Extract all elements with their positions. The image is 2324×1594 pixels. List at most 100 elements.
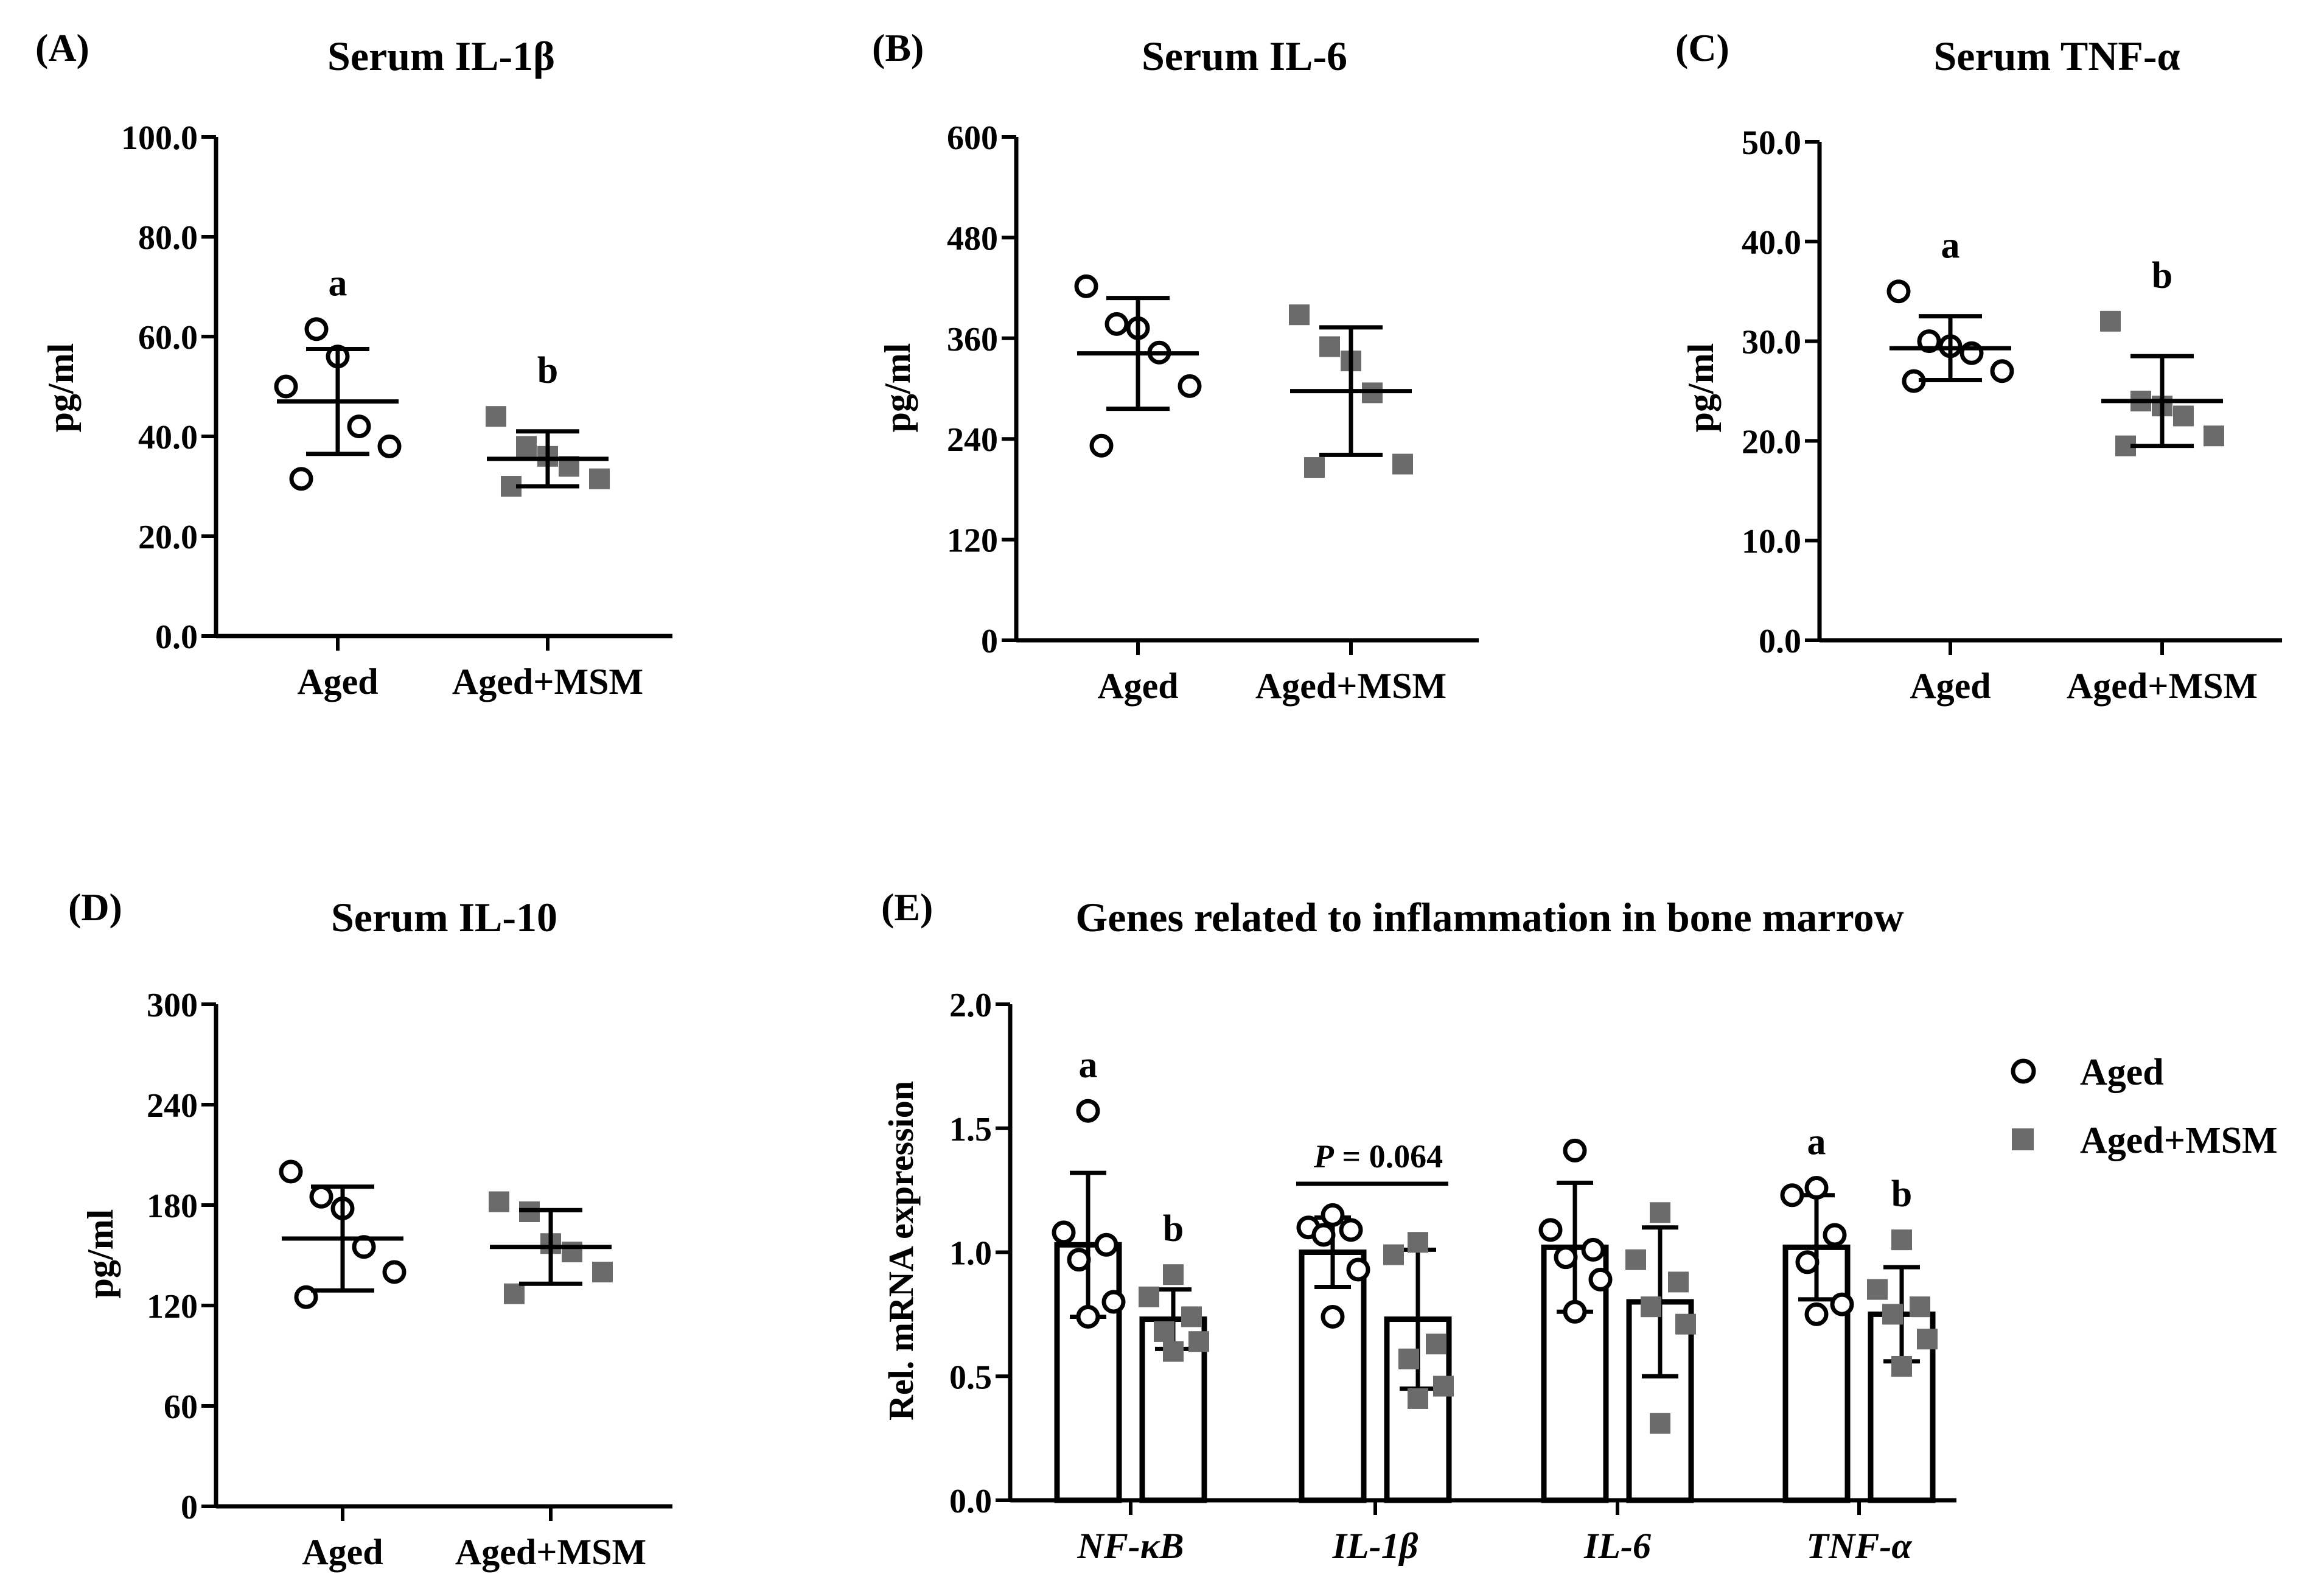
panel-e-sig-letter: a: [1807, 1122, 1826, 1163]
panel-e-x-tick-label: NF-κB: [1077, 1526, 1184, 1566]
panel-d-title: Serum IL-10: [331, 894, 557, 940]
panel-d-y-tick-label: 120: [147, 1288, 198, 1326]
panel-d: (D) Serum IL-10 pg/ml 0 60 120 180 240 300 Age…: [68, 886, 672, 1572]
panel-e-point-msm: [1891, 1229, 1912, 1251]
panel-e-point-aged: [1052, 1220, 1076, 1245]
panel-e-point-msm: [1383, 1244, 1404, 1265]
panel-a-title: Serum IL-1β: [327, 33, 555, 79]
panel-d-y-tick-label: 0: [181, 1489, 198, 1526]
panel-d-point-aged: [279, 1159, 303, 1184]
panel-b-point-aged: [1178, 374, 1202, 398]
panel-b-ylabel: pg/ml: [878, 343, 918, 433]
panel-e-point-msm: [1891, 1355, 1912, 1377]
panel-e-point-aged: [1563, 1138, 1587, 1162]
panel-d-y-tick-label: 60: [164, 1388, 198, 1426]
panel-a-x-tick-label: Aged: [297, 662, 378, 702]
panel-e-point-msm: [1910, 1296, 1930, 1318]
panel-c-sig-letter: a: [1941, 225, 1960, 267]
panel-e-point-msm: [1408, 1388, 1428, 1409]
legend-aged-label: Aged: [2080, 1052, 2164, 1093]
panel-c-point-msm: [2100, 310, 2121, 332]
panel-c-letter: (C): [1675, 26, 1729, 69]
panel-d-y-tick-label: 240: [147, 1087, 198, 1125]
panel-a-point-msm: [589, 468, 610, 489]
p-value-symbol: P: [1313, 1138, 1335, 1175]
panel-b-point-msm: [1304, 457, 1325, 478]
panel-e-point-msm: [1650, 1413, 1670, 1434]
panel-b-y-tick-label: 0: [981, 623, 998, 660]
panel-e-point-msm: [1408, 1232, 1428, 1253]
panel-e-point-aged: [1346, 1257, 1370, 1282]
panel-c-y-tick-label: 0.0: [1759, 623, 1801, 660]
panel-e-point-msm: [1188, 1331, 1209, 1352]
panel-e-point-msm: [1181, 1306, 1202, 1327]
panel-c-sig-letter: b: [2152, 255, 2172, 296]
panel-a-x-tick-label: Aged+MSM: [452, 662, 643, 702]
legend: Aged Aged+MSM: [2011, 1052, 2278, 1161]
panel-d-point-msm: [562, 1242, 582, 1262]
panel-c-title: Serum TNF-α: [1933, 33, 2180, 79]
panel-e-point-msm: [1163, 1264, 1184, 1285]
panel-b-x-tick-label: Aged+MSM: [1255, 666, 1446, 706]
panel-b-letter: (B): [872, 26, 924, 69]
panel-e-x-tick-label: IL-1β: [1332, 1526, 1418, 1566]
panel-a: (A) Serum IL-1β pg/ml 0.0 20.0 40.0 60.0 80.…: [35, 26, 672, 702]
panel-a-y-tick-label: 40.0: [138, 419, 198, 456]
panel-d-y-tick-label: 180: [147, 1187, 198, 1225]
panel-e-point-msm: [1139, 1286, 1159, 1307]
panel-e-point-aged: [1339, 1218, 1363, 1242]
panel-e-y-tick-label: 1.5: [949, 1111, 992, 1148]
panel-e-point-msm: [1882, 1304, 1903, 1325]
panel-e-point-aged: [1780, 1183, 1804, 1208]
panel-e-point-msm: [1668, 1271, 1689, 1293]
panel-d-point-aged: [382, 1260, 407, 1284]
panel-c-y-tick-label: 10.0: [1742, 523, 1801, 561]
panel-a-point-aged: [377, 434, 402, 458]
panel-e-y-tick-label: 1.0: [949, 1235, 992, 1273]
panel-e-point-aged: [1321, 1304, 1345, 1329]
panel-c-x-tick-label: Aged+MSM: [2067, 666, 2258, 706]
panel-c-point-aged: [1886, 279, 1911, 304]
panel-a-point-msm: [516, 436, 537, 457]
panel-d-point-msm: [592, 1262, 613, 1282]
panel-a-y-tick-label: 0.0: [155, 618, 198, 656]
panel-d-plot: 0 60 120 180 240 300 Aged Aged+MSM: [147, 987, 672, 1572]
p-value-annotation: P = 0.064: [1313, 1138, 1443, 1175]
panel-e-point-msm: [1867, 1279, 1888, 1300]
panel-a-point-msm: [486, 406, 506, 427]
panel-e-y-tick-label: 2.0: [949, 987, 992, 1024]
panel-e-point-msm: [1433, 1376, 1454, 1397]
panel-e-point-aged: [1804, 1302, 1829, 1326]
panel-a-point-aged: [304, 317, 329, 341]
panel-e-sig-letter: b: [1163, 1208, 1184, 1250]
panel-e-point-aged: [1094, 1232, 1118, 1257]
panel-a-plot: 0.0 20.0 40.0 60.0 80.0 100.0 Aged Aged+MSM a b: [121, 119, 672, 702]
panel-e-point-aged: [1830, 1292, 1854, 1316]
panel-b-point-msm: [1392, 453, 1413, 475]
panel-b-title: Serum IL-6: [1142, 33, 1347, 79]
panel-e-bar-aged: [1299, 1250, 1367, 1503]
legend-msm-label: Aged+MSM: [2080, 1120, 2278, 1161]
panel-e-sig-letter: b: [1891, 1173, 1912, 1215]
panel-b-y-tick-label: 600: [947, 119, 998, 157]
panel-e-point-aged: [1101, 1290, 1126, 1314]
panel-b-point-msm: [1319, 336, 1340, 357]
panel-e-sig-letter: a: [1079, 1044, 1098, 1086]
panel-b-point-msm: [1289, 304, 1310, 326]
panel-e-ylabel: Rel. mRNA expression: [881, 1081, 921, 1421]
panel-a-sig-letter: b: [537, 350, 558, 391]
panel-d-x-tick-label: Aged: [302, 1532, 383, 1572]
panel-d-letter: (D): [68, 886, 122, 929]
panel-e-point-msm: [1163, 1341, 1184, 1362]
panel-b-point-aged: [1104, 312, 1129, 336]
panel-a-point-aged: [274, 374, 298, 399]
panel-e-letter: (E): [881, 886, 933, 929]
panel-e-point-msm: [1426, 1334, 1446, 1355]
panel-b-y-tick-label: 240: [947, 421, 998, 459]
panel-c-point-aged: [1990, 359, 2014, 383]
panel-e-point-aged: [1581, 1237, 1605, 1262]
panel-c-y-tick-label: 20.0: [1742, 423, 1801, 461]
panel-c-point-msm: [2173, 405, 2194, 427]
panel-e-x-tick-label: IL-6: [1583, 1526, 1651, 1566]
